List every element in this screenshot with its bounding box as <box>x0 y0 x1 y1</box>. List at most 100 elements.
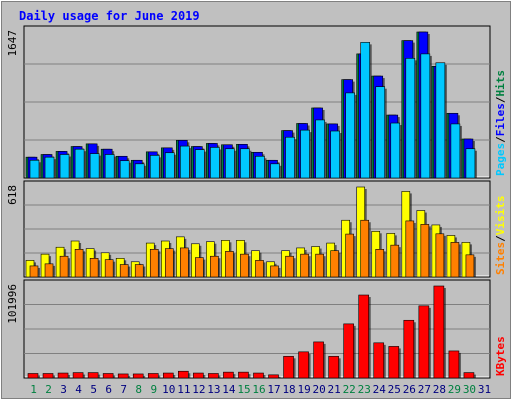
bar-sites-day-4 <box>74 249 84 278</box>
day-label-12: 12 <box>192 383 205 396</box>
bar-kbytes-day-12 <box>193 372 204 379</box>
bar-sites-day-29 <box>450 242 460 278</box>
bar-pages-day-28 <box>435 62 446 179</box>
day-label-9: 9 <box>150 383 157 396</box>
bar-sites-day-10 <box>164 248 174 278</box>
bar-pages-day-18 <box>285 136 295 179</box>
bar-kbytes-day-19 <box>298 351 309 379</box>
day-label-19: 19 <box>297 383 310 396</box>
bar-kbytes-day-7 <box>117 373 129 379</box>
panel-max-label: 1647 <box>6 30 19 57</box>
bar-kbytes-day-10 <box>162 372 174 379</box>
day-label-2: 2 <box>45 383 52 396</box>
bar-pages-day-13 <box>210 147 220 179</box>
bar-sites-day-21 <box>330 250 339 278</box>
legend-pages: Pages <box>494 143 507 176</box>
x-axis-labels: 1 2 3 4 5 6 7 8 9 10 11 12 13 14 15 16 17 18 19 20 21 22 23 24 2… <box>30 383 491 396</box>
day-label-25: 25 <box>388 383 401 396</box>
day-label-11: 11 <box>177 383 190 396</box>
bar-kbytes-day-23 <box>358 294 370 379</box>
bar-sites-day-30 <box>465 254 475 278</box>
bar-pages-day-21 <box>330 130 340 179</box>
bar-kbytes-day-13 <box>208 373 219 379</box>
bar-pages-day-11 <box>180 145 190 179</box>
bar-kbytes-day-9 <box>147 373 159 379</box>
legend-separator: / <box>494 136 507 143</box>
bar-pages-day-30 <box>465 148 476 179</box>
bar-sites-day-20 <box>315 253 324 278</box>
bar-sites-day-19 <box>300 253 309 278</box>
day-label-26: 26 <box>403 383 416 396</box>
bar-pages-day-12 <box>195 149 205 179</box>
bar-kbytes-day-4 <box>72 372 84 379</box>
day-label-28: 28 <box>433 383 446 396</box>
bar-sites-day-22 <box>345 233 354 278</box>
bar-sites-day-7 <box>119 264 129 278</box>
bar-kbytes-day-2 <box>42 373 54 379</box>
day-label-27: 27 <box>418 383 431 396</box>
day-label-1: 1 <box>30 383 37 396</box>
legend-files: Files <box>494 103 507 136</box>
legend-sites: Sites <box>494 242 507 275</box>
bar-pages-day-26 <box>405 58 416 179</box>
bar-pages-day-5 <box>89 153 100 179</box>
bar-sites-day-25 <box>390 244 400 278</box>
bar-sites-day-15 <box>240 253 249 278</box>
bar-pages-day-4 <box>74 148 85 179</box>
day-label-8: 8 <box>135 383 142 396</box>
bar-pages-day-20 <box>315 119 325 179</box>
bar-pages-day-25 <box>390 122 401 179</box>
legend-hits: Hits <box>494 70 507 97</box>
bar-pages-day-9 <box>149 155 160 179</box>
day-label-4: 4 <box>75 383 82 396</box>
day-label-23: 23 <box>358 383 371 396</box>
bar-pages-day-17 <box>270 163 280 179</box>
day-label-22: 22 <box>343 383 356 396</box>
bar-kbytes-day-29 <box>448 350 460 379</box>
legend-separator: / <box>494 96 507 103</box>
bar-kbytes-day-14 <box>223 371 234 379</box>
day-label-30: 30 <box>463 383 476 396</box>
bar-sites-day-8 <box>134 264 144 278</box>
bar-sites-day-14 <box>225 251 234 278</box>
day-label-18: 18 <box>282 383 295 396</box>
day-label-7: 7 <box>120 383 127 396</box>
bar-pages-day-2 <box>44 156 55 179</box>
day-label-20: 20 <box>313 383 326 396</box>
legend-separator: / <box>494 235 507 242</box>
day-label-15: 15 <box>237 383 250 396</box>
bar-sites-day-17 <box>270 265 279 278</box>
bar-kbytes-day-26 <box>403 319 415 379</box>
chart-panels: 1647Pages/Files/Hits618Sites/Visits10199… <box>6 25 507 379</box>
bar-sites-day-24 <box>375 249 385 278</box>
bar-pages-day-8 <box>134 163 145 179</box>
panel-2: 618 Sites/Visits <box>6 180 507 278</box>
bar-kbytes-day-5 <box>87 372 99 379</box>
bar-pages-day-1 <box>29 159 40 179</box>
panel-3: 101996 KBytes <box>6 279 507 379</box>
day-label-13: 13 <box>207 383 220 396</box>
bar-kbytes-day-15 <box>238 371 249 379</box>
day-label-17: 17 <box>267 383 280 396</box>
bar-sites-day-26 <box>405 220 415 278</box>
bar-kbytes-day-20 <box>313 341 324 379</box>
panel-legend: Pages/Files/Hits <box>494 70 507 176</box>
bar-pages-day-14 <box>225 148 235 179</box>
legend-kbytes: KBytes <box>494 336 507 376</box>
bar-sites-day-5 <box>89 258 99 278</box>
day-label-21: 21 <box>328 383 341 396</box>
bar-pages-day-27 <box>420 53 431 179</box>
day-label-16: 16 <box>252 383 265 396</box>
day-label-24: 24 <box>373 383 387 396</box>
bar-pages-day-7 <box>119 160 130 179</box>
bar-pages-day-24 <box>375 86 386 179</box>
bar-sites-day-9 <box>149 249 159 278</box>
bar-pages-day-15 <box>240 148 250 179</box>
bar-kbytes-day-8 <box>132 373 144 379</box>
bar-sites-day-16 <box>255 260 264 278</box>
bar-pages-day-6 <box>104 154 115 179</box>
day-label-14: 14 <box>222 383 236 396</box>
bar-kbytes-day-25 <box>388 346 400 379</box>
bar-kbytes-day-18 <box>283 356 294 379</box>
